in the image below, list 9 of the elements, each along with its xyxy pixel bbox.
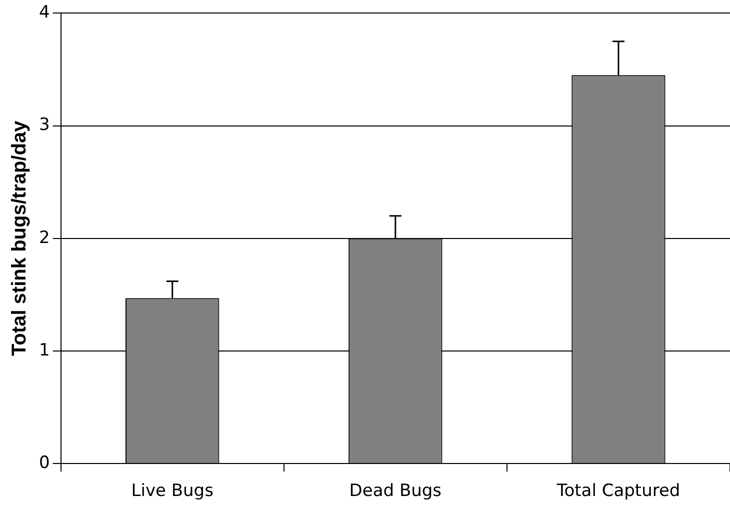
x-tick-label: Dead Bugs <box>349 481 442 502</box>
x-tick-label: Live Bugs <box>131 481 214 502</box>
y-axis-title: Total stink bugs/trap/day <box>8 120 31 356</box>
y-tick-label: 0 <box>38 453 50 474</box>
x-tick-label: Total Captured <box>556 481 680 502</box>
y-tick-label: 2 <box>38 228 50 248</box>
y-tick-label: 4 <box>38 2 50 23</box>
y-tick-label: 1 <box>38 340 50 360</box>
y-tick-label: 3 <box>38 115 50 136</box>
